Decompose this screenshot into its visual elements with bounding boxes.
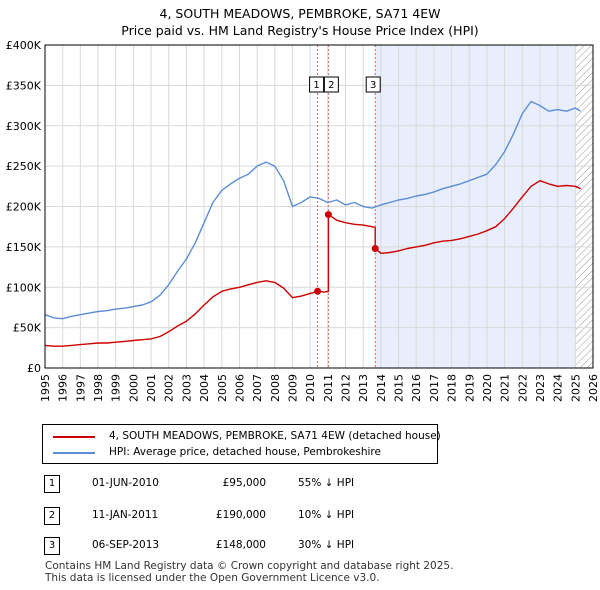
sale-row-1: 1 01-JUN-2010 £95,000 55% ↓ HPI: [40, 475, 440, 495]
sale-point: [371, 244, 379, 252]
sale-number-box: [323, 76, 339, 93]
sale-number-box: [309, 76, 325, 93]
sale-badge: 1: [44, 475, 60, 493]
legend: 4, SOUTH MEADOWS, PEMBROKE, SA71 4EW (de…: [42, 424, 441, 464]
x-tick-label: 2023: [534, 374, 547, 402]
x-tick-label: 2006: [233, 374, 246, 402]
sale-price: £148,000: [215, 539, 266, 551]
x-tick-label: 2001: [145, 374, 158, 402]
x-tick-label: 2008: [269, 374, 282, 402]
x-tick-label: 2004: [198, 374, 211, 402]
x-tick-label: 2024: [552, 374, 565, 402]
x-tick-label: 2014: [375, 374, 388, 402]
x-tick-label: 2021: [499, 374, 512, 402]
sale-hpi-diff: 30% ↓ HPI: [298, 539, 355, 551]
x-tick-label: 2012: [340, 374, 353, 402]
y-tick-label: £150K: [6, 241, 42, 254]
hpi-line: [44, 100, 581, 320]
footer-copyright: Contains HM Land Registry data © Crown c…: [45, 560, 454, 572]
sale-date: 11-JAN-2011: [92, 509, 159, 521]
y-tick-label: £350K: [6, 79, 42, 92]
y-tick-label: £300K: [6, 120, 42, 133]
x-tick-label: 2022: [516, 374, 529, 402]
x-tick-label: 2003: [180, 374, 193, 402]
sale-number-label: 2: [328, 80, 334, 91]
x-tick-label: 2007: [251, 374, 264, 402]
legend-swatch-property: [53, 436, 95, 438]
x-tick-label: 2016: [410, 374, 423, 402]
chart-subtitle: Price paid vs. HM Land Registry's House …: [121, 23, 479, 38]
sale-badge: 2: [44, 507, 60, 525]
sale-price: £95,000: [222, 477, 266, 489]
x-tick-label: 1996: [57, 374, 70, 402]
sale-price: £190,000: [215, 509, 266, 521]
property-line: [44, 179, 581, 347]
x-tick-label: 2013: [357, 374, 370, 402]
sale-date: 06-SEP-2013: [92, 539, 160, 551]
x-tick-label: 2025: [569, 374, 582, 402]
sale-hpi-diff: 10% ↓ HPI: [298, 509, 355, 521]
x-tick-label: 2009: [286, 374, 299, 402]
legend-label-property: 4, SOUTH MEADOWS, PEMBROKE, SA71 4EW (de…: [109, 430, 441, 442]
sale-number-label: 3: [370, 80, 376, 91]
x-tick-label: 2015: [393, 374, 406, 402]
sale-number-label: 1: [313, 80, 319, 91]
y-tick-label: £0: [27, 362, 41, 375]
sale-date: 01-JUN-2010: [92, 477, 159, 489]
x-tick-label: 2026: [587, 374, 600, 402]
x-tick-label: 2018: [446, 374, 459, 402]
x-tick-label: 2019: [463, 374, 476, 402]
sale-point: [314, 287, 322, 295]
x-tick-label: 1998: [92, 374, 105, 402]
x-tick-label: 2000: [127, 374, 140, 402]
x-tick-label: 1995: [39, 374, 52, 402]
y-tick-label: £250K: [6, 160, 42, 173]
y-tick-label: £200K: [6, 201, 42, 214]
x-tick-label: 1997: [74, 374, 87, 402]
sale-hpi-diff: 55% ↓ HPI: [298, 477, 355, 489]
x-tick-label: 2011: [322, 374, 335, 402]
x-tick-label: 2010: [304, 374, 317, 402]
sale-point: [324, 211, 332, 219]
y-tick-label: £100K: [6, 281, 42, 294]
x-tick-label: 2005: [216, 374, 229, 402]
sale-row-3: 3 06-SEP-2013 £148,000 30% ↓ HPI: [40, 537, 440, 557]
sale-number-box: [365, 76, 381, 93]
y-tick-label: £50K: [13, 322, 42, 335]
legend-label-hpi: HPI: Average price, detached house, Pemb…: [109, 446, 381, 458]
sale-badge: 3: [44, 537, 60, 555]
footer-licence: This data is licensed under the Open Gov…: [45, 572, 380, 584]
x-tick-label: 2017: [428, 374, 441, 402]
y-tick-label: £400K: [6, 39, 42, 52]
sale-row-2: 2 11-JAN-2011 £190,000 10% ↓ HPI: [40, 507, 440, 527]
plot-border: [44, 44, 594, 369]
price-chart: 1995 1996 1997 1998 1999 2000 2001 2002 2003 2004…: [6, 39, 600, 402]
x-tick-label: 2020: [481, 374, 494, 402]
x-tick-label: 2002: [163, 374, 176, 402]
x-tick-label: 1999: [110, 374, 123, 402]
chart-title: 4, SOUTH MEADOWS, PEMBROKE, SA71 4EW: [159, 6, 441, 21]
legend-swatch-hpi: [53, 452, 95, 454]
